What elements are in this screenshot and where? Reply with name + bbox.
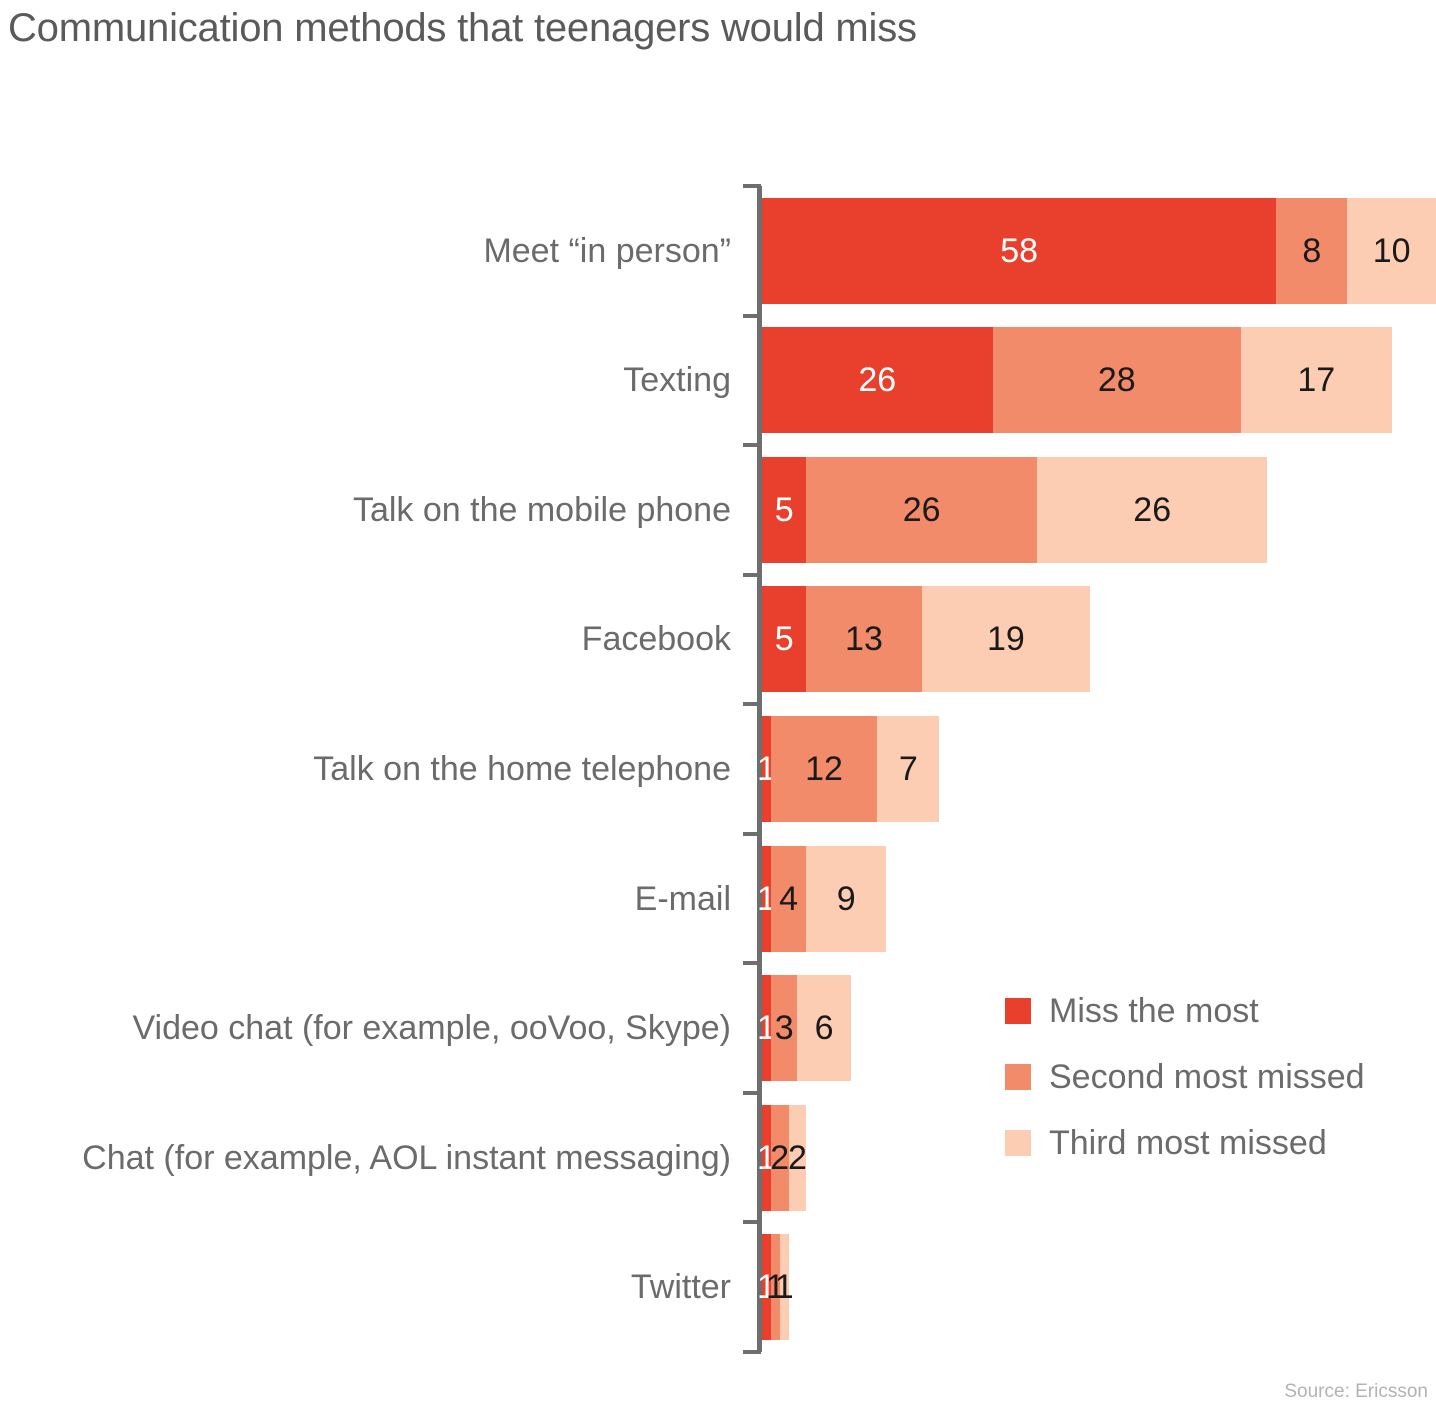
- category-label: Video chat (for example, ooVoo, Skype): [132, 1009, 731, 1048]
- bar-segment[interactable]: 2: [770, 1104, 790, 1211]
- axis-tick: [743, 702, 761, 707]
- axis-tick: [743, 443, 761, 448]
- category-label: Meet “in person”: [483, 231, 731, 270]
- legend-swatch-icon: [1005, 998, 1031, 1024]
- bar-segment[interactable]: 17: [1240, 327, 1392, 434]
- bar-row[interactable]: 5 26 26: [762, 456, 1268, 563]
- bar-segment[interactable]: 8: [1276, 197, 1348, 304]
- bar-segment[interactable]: 4: [770, 845, 807, 952]
- bar-segment[interactable]: 6: [797, 975, 851, 1082]
- category-label: Texting: [623, 361, 731, 400]
- bar-segment[interactable]: 5: [762, 456, 807, 563]
- legend-swatch-icon: [1005, 1130, 1031, 1156]
- legend-label: Second most missed: [1049, 1058, 1365, 1096]
- axis-tick: [743, 961, 761, 966]
- axis-tick: [743, 184, 761, 188]
- chart-legend: Miss the most Second most missed Third mos…: [1005, 978, 1365, 1176]
- bar-value-label: 17: [1297, 361, 1336, 400]
- category-label: Facebook: [581, 620, 731, 659]
- bar-value-label: 4: [779, 879, 799, 918]
- source-note: Source: Ericsson: [1284, 1381, 1428, 1402]
- bar-value-label: 10: [1372, 231, 1411, 270]
- category-axis-line: [757, 186, 762, 1352]
- bar-value-label: 8: [1302, 231, 1322, 270]
- bar-value-label: 3: [774, 1009, 794, 1048]
- axis-tick: [743, 1350, 761, 1354]
- bar-value-label: 7: [898, 750, 918, 788]
- category-label: Talk on the home telephone: [313, 750, 731, 788]
- bar-value-label: 19: [986, 620, 1025, 659]
- axis-tick: [743, 1090, 761, 1095]
- bar-segment[interactable]: 9: [806, 845, 887, 952]
- bar-segment[interactable]: 58: [762, 197, 1277, 304]
- category-label: Twitter: [630, 1268, 731, 1307]
- bar-value-label: 26: [858, 361, 897, 400]
- bar-segment[interactable]: 7: [877, 716, 940, 822]
- category-label: Chat (for example, AOL instant messaging…: [82, 1138, 731, 1177]
- page-title: Communication methods that teenagers wou…: [8, 6, 917, 50]
- axis-tick: [743, 831, 761, 836]
- bar-segment[interactable]: 1: [757, 845, 776, 952]
- bar-segment[interactable]: 1: [775, 1234, 794, 1341]
- bar-segment[interactable]: 13: [806, 586, 922, 693]
- legend-label: Miss the most: [1049, 992, 1259, 1030]
- bar-row[interactable]: 5 13 19: [762, 586, 1091, 693]
- bar-value-label: 13: [845, 620, 883, 659]
- bar-row[interactable]: 58 8 10: [762, 197, 1436, 304]
- bar-value-label: 2: [770, 1138, 790, 1177]
- bar-segment[interactable]: 28: [992, 327, 1241, 434]
- category-label: E-mail: [634, 879, 731, 918]
- legend-label: Third most missed: [1049, 1124, 1327, 1162]
- axis-tick: [743, 572, 761, 577]
- category-label: Talk on the mobile phone: [352, 490, 731, 529]
- legend-item[interactable]: Third most missed: [1005, 1110, 1365, 1176]
- bar-value-label: 5: [774, 620, 794, 659]
- legend-item[interactable]: Miss the most: [1005, 978, 1365, 1044]
- bar-segment[interactable]: 3: [770, 975, 798, 1082]
- bar-segment[interactable]: 12: [770, 716, 878, 822]
- bar-value-label: 9: [836, 879, 856, 918]
- bar-segment[interactable]: 1: [757, 716, 776, 822]
- bar-segment[interactable]: 10: [1347, 197, 1436, 304]
- bar-segment[interactable]: 19: [921, 586, 1091, 693]
- bar-row[interactable]: 1 12 7: [757, 716, 940, 822]
- bar-value-label: 5: [774, 490, 794, 529]
- bar-value-label: 26: [1133, 490, 1172, 529]
- legend-item[interactable]: Second most missed: [1005, 1044, 1365, 1110]
- bar-segment[interactable]: 26: [1036, 456, 1268, 563]
- bar-row[interactable]: 26 28 17: [762, 327, 1392, 434]
- bar-segment[interactable]: 2: [788, 1104, 807, 1211]
- bar-segment[interactable]: 1: [757, 975, 776, 1082]
- bar-segment[interactable]: 5: [762, 586, 807, 693]
- axis-tick: [743, 1220, 761, 1225]
- bar-value-label: 6: [814, 1009, 834, 1048]
- bar-value-label: 1: [774, 1268, 794, 1307]
- bar-segment[interactable]: 26: [806, 456, 1037, 563]
- bar-value-label: 12: [805, 750, 843, 788]
- bar-value-label: 26: [902, 490, 941, 529]
- bar-value-label: 2: [788, 1138, 807, 1177]
- legend-swatch-icon: [1005, 1064, 1031, 1090]
- bar-value-label: 28: [1097, 361, 1136, 400]
- bar-segment[interactable]: 26: [762, 327, 993, 434]
- axis-tick: [743, 313, 761, 318]
- bar-value-label: 58: [1000, 231, 1039, 270]
